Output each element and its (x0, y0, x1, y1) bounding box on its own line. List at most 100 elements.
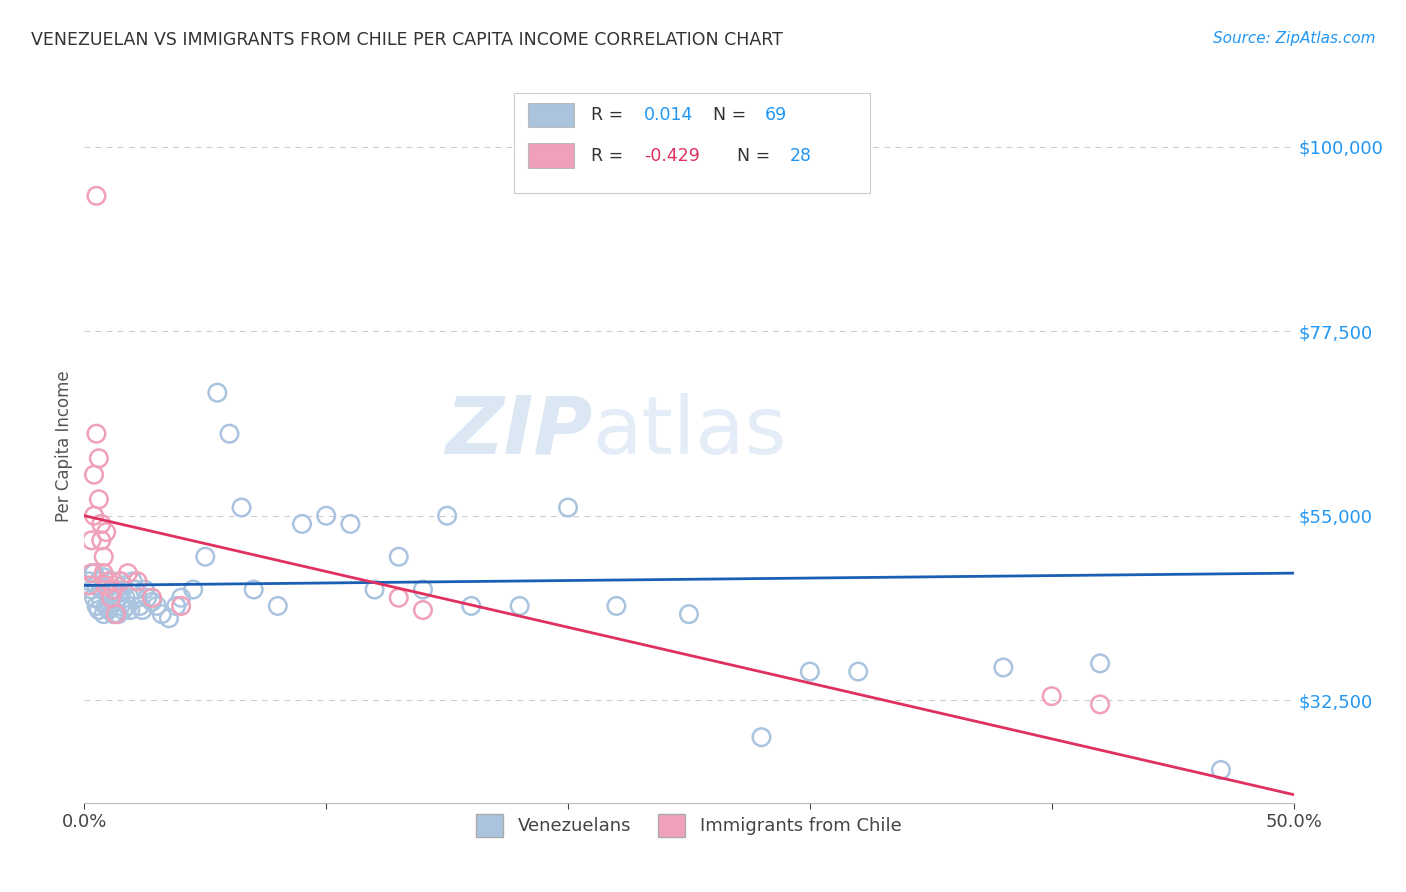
Point (129, 599, 152, 613)
Point (124, 582, 146, 597)
Point (103, 607, 125, 622)
FancyBboxPatch shape (529, 103, 574, 127)
Point (1088, 657, 1111, 671)
Point (93, 607, 115, 622)
Point (1040, 689, 1063, 703)
Point (194, 549, 217, 564)
Point (170, 599, 193, 613)
Point (170, 591, 193, 605)
Point (993, 660, 1015, 674)
Point (90, 516, 112, 531)
Point (90, 533, 112, 548)
Text: Source: ZipAtlas.com: Source: ZipAtlas.com (1212, 31, 1375, 46)
Point (104, 607, 127, 622)
Point (242, 582, 264, 597)
Point (207, 385, 229, 400)
Point (267, 599, 290, 613)
Point (93, 549, 115, 564)
Point (1088, 698, 1111, 712)
Text: VENEZUELAN VS IMMIGRANTS FROM CHILE PER CAPITA INCOME CORRELATION CHART: VENEZUELAN VS IMMIGRANTS FROM CHILE PER … (31, 31, 783, 49)
Y-axis label: Per Capita Income: Per Capita Income (55, 370, 73, 522)
Point (412, 603, 434, 617)
Point (107, 591, 129, 605)
Point (605, 599, 627, 613)
Text: -0.429: -0.429 (644, 146, 700, 164)
Point (363, 582, 385, 597)
Point (112, 578, 135, 592)
Point (117, 599, 139, 613)
Point (136, 591, 159, 605)
FancyBboxPatch shape (529, 144, 574, 168)
Text: R =: R = (591, 146, 628, 164)
Point (1209, 763, 1232, 777)
Point (134, 582, 156, 597)
Point (388, 549, 411, 564)
Point (83, 566, 105, 581)
Point (112, 603, 135, 617)
Text: 28: 28 (789, 146, 811, 164)
Point (103, 582, 125, 597)
Point (678, 607, 700, 622)
Point (97, 603, 120, 617)
Point (165, 599, 187, 613)
Text: R =: R = (591, 106, 628, 124)
Point (120, 603, 142, 617)
Point (87, 492, 110, 507)
Point (121, 574, 143, 589)
Point (77, 574, 100, 589)
Point (127, 591, 149, 605)
Text: N =: N = (713, 106, 752, 124)
Point (83, 508, 105, 523)
Point (291, 516, 314, 531)
Point (94, 525, 117, 540)
Point (87, 603, 110, 617)
Point (94, 582, 117, 597)
Point (104, 582, 127, 597)
Point (87, 574, 110, 589)
Point (80, 533, 103, 548)
Legend: Venezuelans, Immigrants from Chile: Venezuelans, Immigrants from Chile (470, 807, 908, 844)
Point (509, 599, 531, 613)
Point (100, 591, 122, 605)
Point (127, 574, 149, 589)
Point (80, 582, 103, 597)
Point (131, 603, 153, 617)
Point (181, 582, 204, 597)
Point (110, 574, 132, 589)
Point (114, 591, 136, 605)
Text: 69: 69 (765, 106, 787, 124)
Point (80, 566, 103, 581)
Point (83, 467, 105, 482)
Point (93, 570, 115, 584)
Point (117, 566, 139, 581)
Point (100, 599, 122, 613)
Point (141, 591, 163, 605)
Point (412, 582, 434, 597)
Point (110, 574, 132, 589)
Point (846, 665, 869, 679)
Point (97, 574, 120, 589)
Point (157, 611, 180, 625)
Point (86, 189, 108, 203)
Point (90, 582, 112, 597)
Point (146, 599, 169, 613)
Text: 0.014: 0.014 (644, 106, 693, 124)
Point (83, 591, 105, 605)
Text: N =: N = (737, 146, 776, 164)
Point (107, 607, 129, 622)
Point (460, 599, 482, 613)
Point (150, 607, 173, 622)
Point (141, 595, 163, 609)
Point (388, 591, 411, 605)
Point (100, 587, 122, 601)
Point (86, 426, 108, 441)
Text: atlas: atlas (592, 392, 786, 471)
Point (86, 599, 108, 613)
Point (94, 578, 117, 592)
Point (86, 578, 108, 592)
Point (97, 574, 120, 589)
Point (110, 599, 132, 613)
Text: ZIP: ZIP (444, 392, 592, 471)
Point (231, 500, 253, 515)
Point (94, 599, 117, 613)
